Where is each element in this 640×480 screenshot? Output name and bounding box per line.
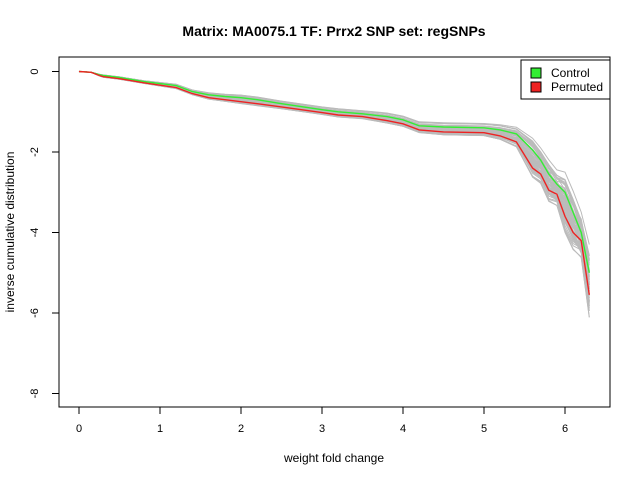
background-line <box>78 71 590 286</box>
background-line <box>78 71 590 290</box>
background-line <box>78 71 590 307</box>
background-line <box>78 71 590 309</box>
background-line <box>78 71 590 245</box>
background-line <box>78 71 590 260</box>
background-line <box>78 71 590 302</box>
background-line <box>78 71 590 285</box>
background-line <box>78 71 590 285</box>
background-line <box>78 71 590 273</box>
background-line <box>78 71 590 260</box>
series-lines <box>78 70 590 296</box>
y-tick-label: -2 <box>29 147 41 157</box>
background-line <box>78 71 590 295</box>
background-line <box>78 71 590 262</box>
x-tick-label: 3 <box>319 423 325 435</box>
background-line <box>78 71 590 278</box>
background-line <box>78 71 590 283</box>
series-line-control <box>78 70 590 273</box>
background-line <box>78 71 590 289</box>
background-line <box>78 71 590 286</box>
background-line <box>78 71 590 298</box>
y-axis-label: inverse cumulative distribution <box>3 152 17 313</box>
background-line <box>78 71 590 287</box>
background-line <box>78 71 590 292</box>
legend-swatch <box>530 81 542 93</box>
background-line <box>78 71 590 264</box>
background-line <box>78 71 590 271</box>
background-line <box>78 71 590 257</box>
series-line-permuted <box>78 70 590 296</box>
background-line <box>78 71 590 312</box>
background-line <box>78 71 590 297</box>
background-line <box>78 71 590 301</box>
x-tick-label: 4 <box>400 423 406 435</box>
background-line <box>78 71 590 270</box>
background-line <box>78 71 590 292</box>
background-line <box>78 71 590 266</box>
background-line <box>78 71 590 278</box>
background-lines <box>78 71 590 318</box>
background-line <box>78 71 590 302</box>
chart-title: Matrix: MA0075.1 TF: Prrx2 SNP set: regS… <box>182 23 485 39</box>
background-line <box>78 71 590 261</box>
background-line <box>78 71 590 299</box>
background-line <box>78 71 590 280</box>
x-tick-label: 0 <box>76 423 82 435</box>
background-line <box>78 71 590 284</box>
background-line <box>78 71 590 275</box>
background-line <box>78 71 590 273</box>
x-axis: 0 1 2 3 4 5 6 <box>76 406 568 435</box>
legend-label: Control <box>551 66 590 80</box>
background-line <box>78 71 590 302</box>
background-line <box>78 71 590 307</box>
legend-label: Permuted <box>551 80 603 94</box>
background-line <box>78 71 590 273</box>
background-line <box>78 71 590 281</box>
background-line <box>78 71 590 290</box>
x-axis-label: weight fold change <box>283 451 384 465</box>
x-tick-label: 6 <box>562 423 568 435</box>
background-line <box>78 71 590 303</box>
legend-swatch <box>530 67 542 79</box>
x-tick-label: 2 <box>238 423 244 435</box>
background-line <box>78 71 590 305</box>
background-line <box>78 71 590 272</box>
background-line <box>78 71 590 276</box>
background-line <box>78 71 590 280</box>
y-tick-label: -4 <box>29 228 41 238</box>
background-line <box>78 71 590 284</box>
background-line <box>78 71 590 295</box>
background-line <box>78 71 590 304</box>
y-tick-label: -8 <box>29 389 41 399</box>
background-line <box>78 71 590 288</box>
y-tick-label: -6 <box>29 308 41 318</box>
x-tick-label: 1 <box>157 423 163 435</box>
background-line <box>78 71 590 260</box>
background-line <box>78 71 590 289</box>
x-tick-label: 5 <box>481 423 487 435</box>
y-axis: 0 -2 -4 -6 -8 <box>29 68 60 399</box>
background-line <box>78 71 590 271</box>
background-line <box>78 71 590 256</box>
background-line <box>78 71 590 271</box>
background-line <box>78 71 590 277</box>
y-tick-label: 0 <box>29 68 41 74</box>
background-line <box>78 71 590 278</box>
